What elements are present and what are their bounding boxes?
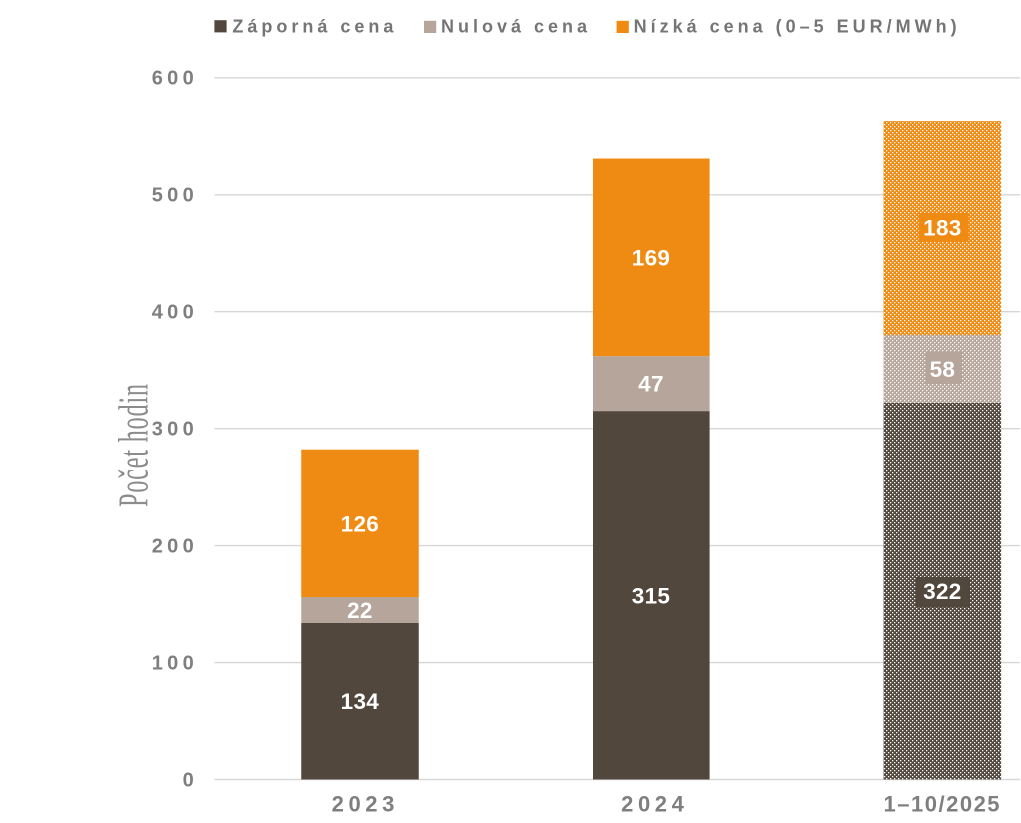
svg-text:400: 400 [152, 302, 198, 324]
svg-text:Počet hodin: Počet hodin [112, 383, 157, 507]
svg-text:47: 47 [638, 372, 664, 397]
svg-text:58: 58 [930, 357, 956, 382]
svg-text:Záporná cena: Záporná cena [232, 17, 397, 37]
svg-text:1–10/2025: 1–10/2025 [884, 792, 1002, 817]
svg-text:300: 300 [152, 419, 198, 441]
svg-text:2023: 2023 [332, 792, 399, 817]
svg-text:600: 600 [152, 68, 198, 90]
svg-text:22: 22 [347, 598, 373, 623]
svg-text:100: 100 [152, 652, 198, 674]
svg-text:2024: 2024 [621, 792, 688, 817]
svg-text:200: 200 [152, 535, 198, 557]
svg-text:Nulová cena: Nulová cena [441, 17, 591, 37]
svg-text:322: 322 [923, 579, 961, 604]
svg-text:315: 315 [632, 583, 670, 608]
svg-text:183: 183 [923, 216, 961, 241]
svg-text:134: 134 [341, 689, 380, 714]
svg-text:169: 169 [632, 245, 670, 270]
svg-text:500: 500 [152, 185, 198, 207]
svg-text:0: 0 [183, 769, 198, 791]
svg-text:126: 126 [341, 511, 379, 536]
svg-text:Nízká cena (0–5 EUR/MWh): Nízká cena (0–5 EUR/MWh) [634, 17, 961, 37]
